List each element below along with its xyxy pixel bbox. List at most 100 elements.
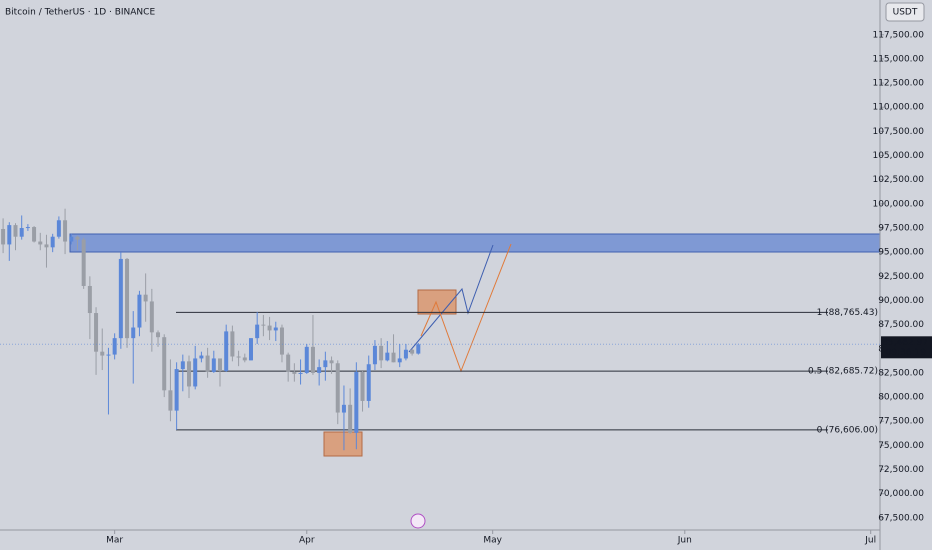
candle-body bbox=[341, 404, 346, 413]
y-tick-label: 110,000.00 bbox=[872, 103, 924, 113]
candle-body bbox=[248, 338, 253, 361]
candle-body bbox=[19, 228, 24, 237]
x-tick-label: Apr bbox=[299, 536, 315, 546]
currency-box bbox=[885, 2, 925, 22]
candle-body bbox=[211, 358, 216, 372]
candle-body bbox=[63, 220, 68, 242]
resistance-zone bbox=[69, 233, 881, 253]
candle-body bbox=[156, 332, 161, 338]
countdown: 09:36:19 bbox=[886, 348, 927, 358]
candle-body bbox=[137, 294, 142, 328]
y-tick-label: 97,500.00 bbox=[878, 224, 924, 234]
candle-body bbox=[69, 236, 74, 242]
projection-line bbox=[408, 244, 494, 353]
candle-body bbox=[391, 352, 396, 363]
candle-body bbox=[292, 371, 297, 374]
y-tick-label: 107,500.00 bbox=[872, 127, 924, 137]
candle-body bbox=[242, 357, 247, 361]
y-tick-label: 80,000.00 bbox=[878, 393, 924, 403]
candle-body bbox=[131, 327, 136, 339]
candle-body bbox=[87, 285, 92, 314]
candle-body bbox=[230, 331, 235, 357]
y-tick-label: 92,500.00 bbox=[878, 272, 924, 282]
candle-body bbox=[106, 354, 111, 356]
candle-body bbox=[385, 352, 390, 361]
candle-body bbox=[416, 344, 421, 354]
support-box bbox=[323, 431, 363, 457]
candle-body bbox=[286, 354, 291, 372]
candle-body bbox=[372, 345, 377, 365]
candle-body bbox=[354, 371, 359, 433]
candle-body bbox=[317, 367, 322, 373]
candle-body bbox=[304, 346, 309, 373]
candle-body bbox=[310, 346, 315, 373]
y-tick-label: 115,000.00 bbox=[872, 54, 924, 64]
candle-body bbox=[261, 324, 266, 326]
y-tick-label: 77,500.00 bbox=[878, 417, 924, 427]
candle-body bbox=[56, 220, 61, 237]
candle-body bbox=[199, 355, 204, 359]
candle-body bbox=[236, 356, 241, 358]
candle-body bbox=[149, 301, 154, 333]
candle-body bbox=[366, 364, 371, 401]
candle-body bbox=[81, 239, 86, 286]
candle-body bbox=[323, 360, 328, 368]
y-tick-label: 102,500.00 bbox=[872, 175, 924, 185]
candle-body bbox=[168, 390, 173, 411]
y-tick-label: 90,000.00 bbox=[878, 296, 924, 306]
candle-body bbox=[174, 369, 179, 411]
candle-body bbox=[360, 371, 365, 401]
candle-body bbox=[38, 241, 43, 245]
y-tick-label: 75,000.00 bbox=[878, 441, 924, 451]
x-tick-label: Jul bbox=[864, 536, 876, 546]
projection-line bbox=[420, 243, 512, 373]
candle-body bbox=[112, 338, 117, 355]
y-tick-label: 117,500.00 bbox=[872, 30, 924, 40]
candle-body bbox=[410, 349, 415, 354]
y-tick-label: 112,500.00 bbox=[872, 79, 924, 89]
candle-body bbox=[193, 358, 198, 387]
y-tick-label: 105,000.00 bbox=[872, 151, 924, 161]
candle-body bbox=[279, 327, 284, 355]
candle-body bbox=[255, 324, 260, 339]
x-tick-label: Jun bbox=[677, 536, 692, 546]
y-tick-label: 95,000.00 bbox=[878, 248, 924, 258]
event-icon bbox=[410, 513, 426, 529]
fib-label: 1 (88,765.43) bbox=[817, 308, 878, 318]
fib-label: 0.5 (82,685.72) bbox=[808, 367, 878, 377]
candle-body bbox=[118, 258, 123, 339]
candle-body bbox=[335, 363, 340, 413]
x-tick-label: Mar bbox=[106, 536, 123, 546]
candle-body bbox=[273, 327, 278, 331]
y-tick-label: 70,000.00 bbox=[878, 489, 924, 499]
y-tick-label: 100,000.00 bbox=[872, 199, 924, 209]
candle-body bbox=[100, 351, 105, 356]
target-box bbox=[417, 289, 457, 315]
candle-body bbox=[1, 228, 6, 245]
candle-body bbox=[218, 358, 222, 372]
candle-body bbox=[397, 358, 402, 363]
last-price-label: 85,462.97 bbox=[882, 338, 928, 348]
chart-title: Bitcoin / TetherUS · 1D · BINANCE bbox=[5, 8, 155, 18]
candle-body bbox=[379, 345, 384, 361]
y-tick-label: 87,500.00 bbox=[878, 320, 924, 330]
candle-body bbox=[125, 258, 130, 339]
candle-body bbox=[75, 236, 80, 240]
y-tick-label: 72,500.00 bbox=[878, 465, 924, 475]
fib-label: 0 (76,606.00) bbox=[817, 425, 878, 435]
candle-body bbox=[143, 294, 148, 302]
candle-body bbox=[298, 372, 303, 374]
candle-body bbox=[94, 313, 99, 352]
candle-body bbox=[162, 337, 167, 391]
candle-body bbox=[224, 331, 229, 372]
candle-body bbox=[44, 244, 49, 248]
candle-body bbox=[348, 404, 353, 433]
candle-body bbox=[25, 227, 30, 229]
candle-body bbox=[267, 325, 272, 331]
candle-body bbox=[403, 349, 408, 359]
last-price-tag bbox=[881, 336, 932, 359]
candle-body bbox=[180, 361, 185, 370]
y-tick-label: 82,500.00 bbox=[878, 368, 924, 378]
